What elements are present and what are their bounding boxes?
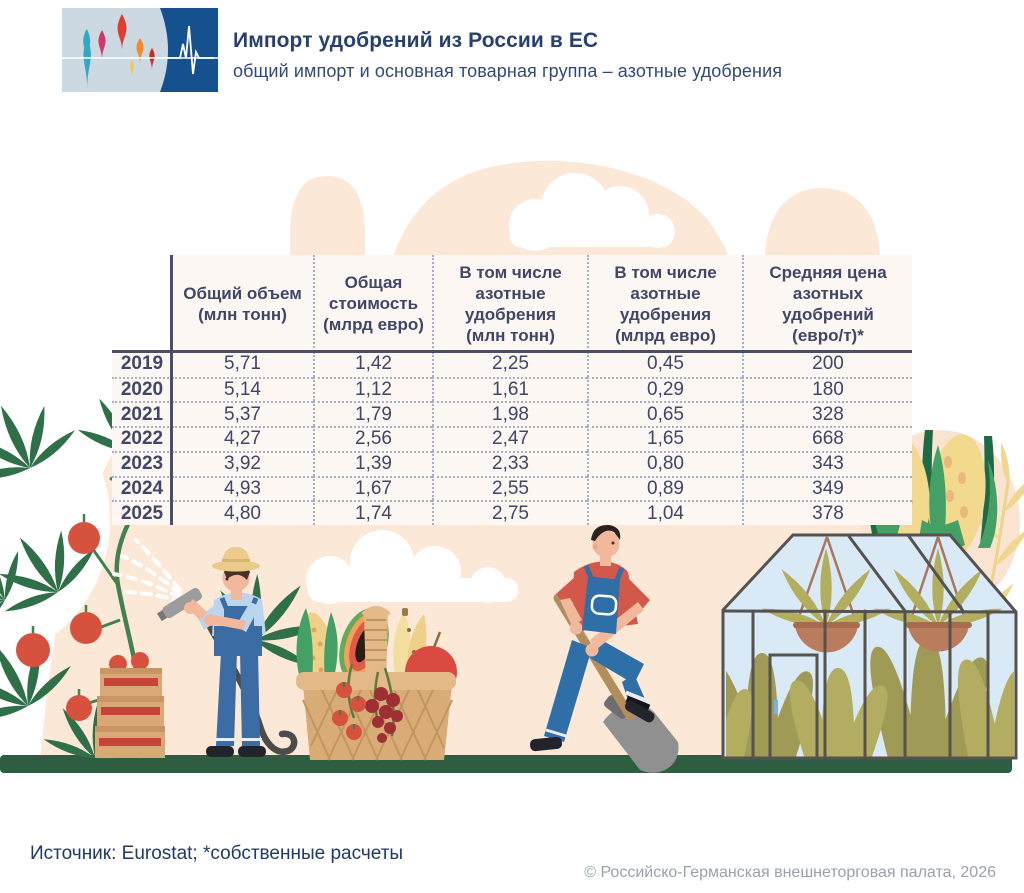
table-data-cell: 0,65 [587, 401, 742, 427]
chamber-logo [62, 8, 218, 92]
table-vertical-rule [170, 255, 173, 525]
table-year-cell: 2024 [112, 475, 172, 501]
table-data-cell: 343 [742, 450, 912, 476]
table-year-cell: 2023 [112, 450, 172, 476]
table-data-cell: 668 [742, 426, 912, 451]
table-data-cell: 4,27 [172, 426, 313, 451]
table-data-cell: 1,67 [313, 475, 432, 501]
table-horizontal-rule [112, 350, 912, 353]
table-data-cell: 1,42 [313, 352, 432, 377]
table-data-cell: 1,74 [313, 500, 432, 525]
table-data-cell: 2,56 [313, 426, 432, 451]
copyright-note: © Российско-Германская внешнеторговая па… [584, 864, 996, 881]
table-data-cell: 5,14 [172, 376, 313, 402]
table-year-cell: 2019 [112, 352, 172, 377]
table-data-cell: 2,47 [432, 426, 587, 451]
table-data-cell: 4,93 [172, 475, 313, 501]
table-data-cell: 3,92 [172, 450, 313, 476]
table-data-cell: 0,29 [587, 376, 742, 402]
table-data-cell: 1,61 [432, 376, 587, 402]
kremlin-domes-icon [83, 14, 155, 92]
page-subtitle: общий импорт и основная товарная группа … [233, 61, 783, 81]
table-year-cell: 2022 [112, 426, 172, 451]
page-title: Импорт удобрений из России в ЕС [233, 29, 599, 52]
table-grid-lines [112, 255, 912, 525]
table-data-cell: 1,98 [432, 401, 587, 427]
table-header-cell: Общий объем (млн тонн) [172, 255, 313, 352]
table-year-cell: 2021 [112, 401, 172, 427]
table-data-cell: 2,25 [432, 352, 587, 377]
table-header-cell: Средняя цена азотных удобрений (евро/т)* [742, 255, 912, 352]
table-data-cell: 2,55 [432, 475, 587, 501]
table-data-cell: 180 [742, 376, 912, 402]
farmer-watering-icon [156, 547, 298, 757]
source-note: Источник: Eurostat; *собственные расчеты [30, 843, 404, 864]
table-data-cell: 200 [742, 352, 912, 377]
table-data-cell: 0,45 [587, 352, 742, 377]
heartbeat-pulse-icon [62, 25, 218, 75]
table-year-cell: 2020 [112, 376, 172, 402]
table-data-cell: 4,80 [172, 500, 313, 525]
table-data-cell: 2,33 [432, 450, 587, 476]
table-year-cell: 2025 [112, 500, 172, 525]
table-header-cell: В том числе азотные удобрения (млрд евро) [587, 255, 742, 352]
harvest-basket-icon [296, 606, 457, 761]
table-data-cell: 378 [742, 500, 912, 525]
table-data-cell: 2,75 [432, 500, 587, 525]
table-data-cell: 5,37 [172, 401, 313, 427]
table-header-cell: Общая стоимость (млрд евро) [313, 255, 432, 352]
farmer-digging-icon [529, 524, 679, 773]
table-data-cell: 349 [742, 475, 912, 501]
greenhouse-icon [721, 533, 1018, 760]
tomato-crates-icon [95, 652, 165, 758]
table-data-cell: 5,71 [172, 352, 313, 377]
data-table: Общий объем (млн тонн) Общая стоимость (млрд… [112, 255, 912, 525]
table-data-cell: 0,80 [587, 450, 742, 476]
table-data-cell: 1,04 [587, 500, 742, 525]
table-data-cell: 1,79 [313, 401, 432, 427]
table-data-cell: 1,12 [313, 376, 432, 402]
table-data-cell: 328 [742, 401, 912, 427]
table-header-cell: В том числе азотные удобрения (млн тонн) [432, 255, 587, 352]
table-data-cell: 0,89 [587, 475, 742, 501]
table-data-cell: 1,39 [313, 450, 432, 476]
table-data-cell: 1,65 [587, 426, 742, 451]
